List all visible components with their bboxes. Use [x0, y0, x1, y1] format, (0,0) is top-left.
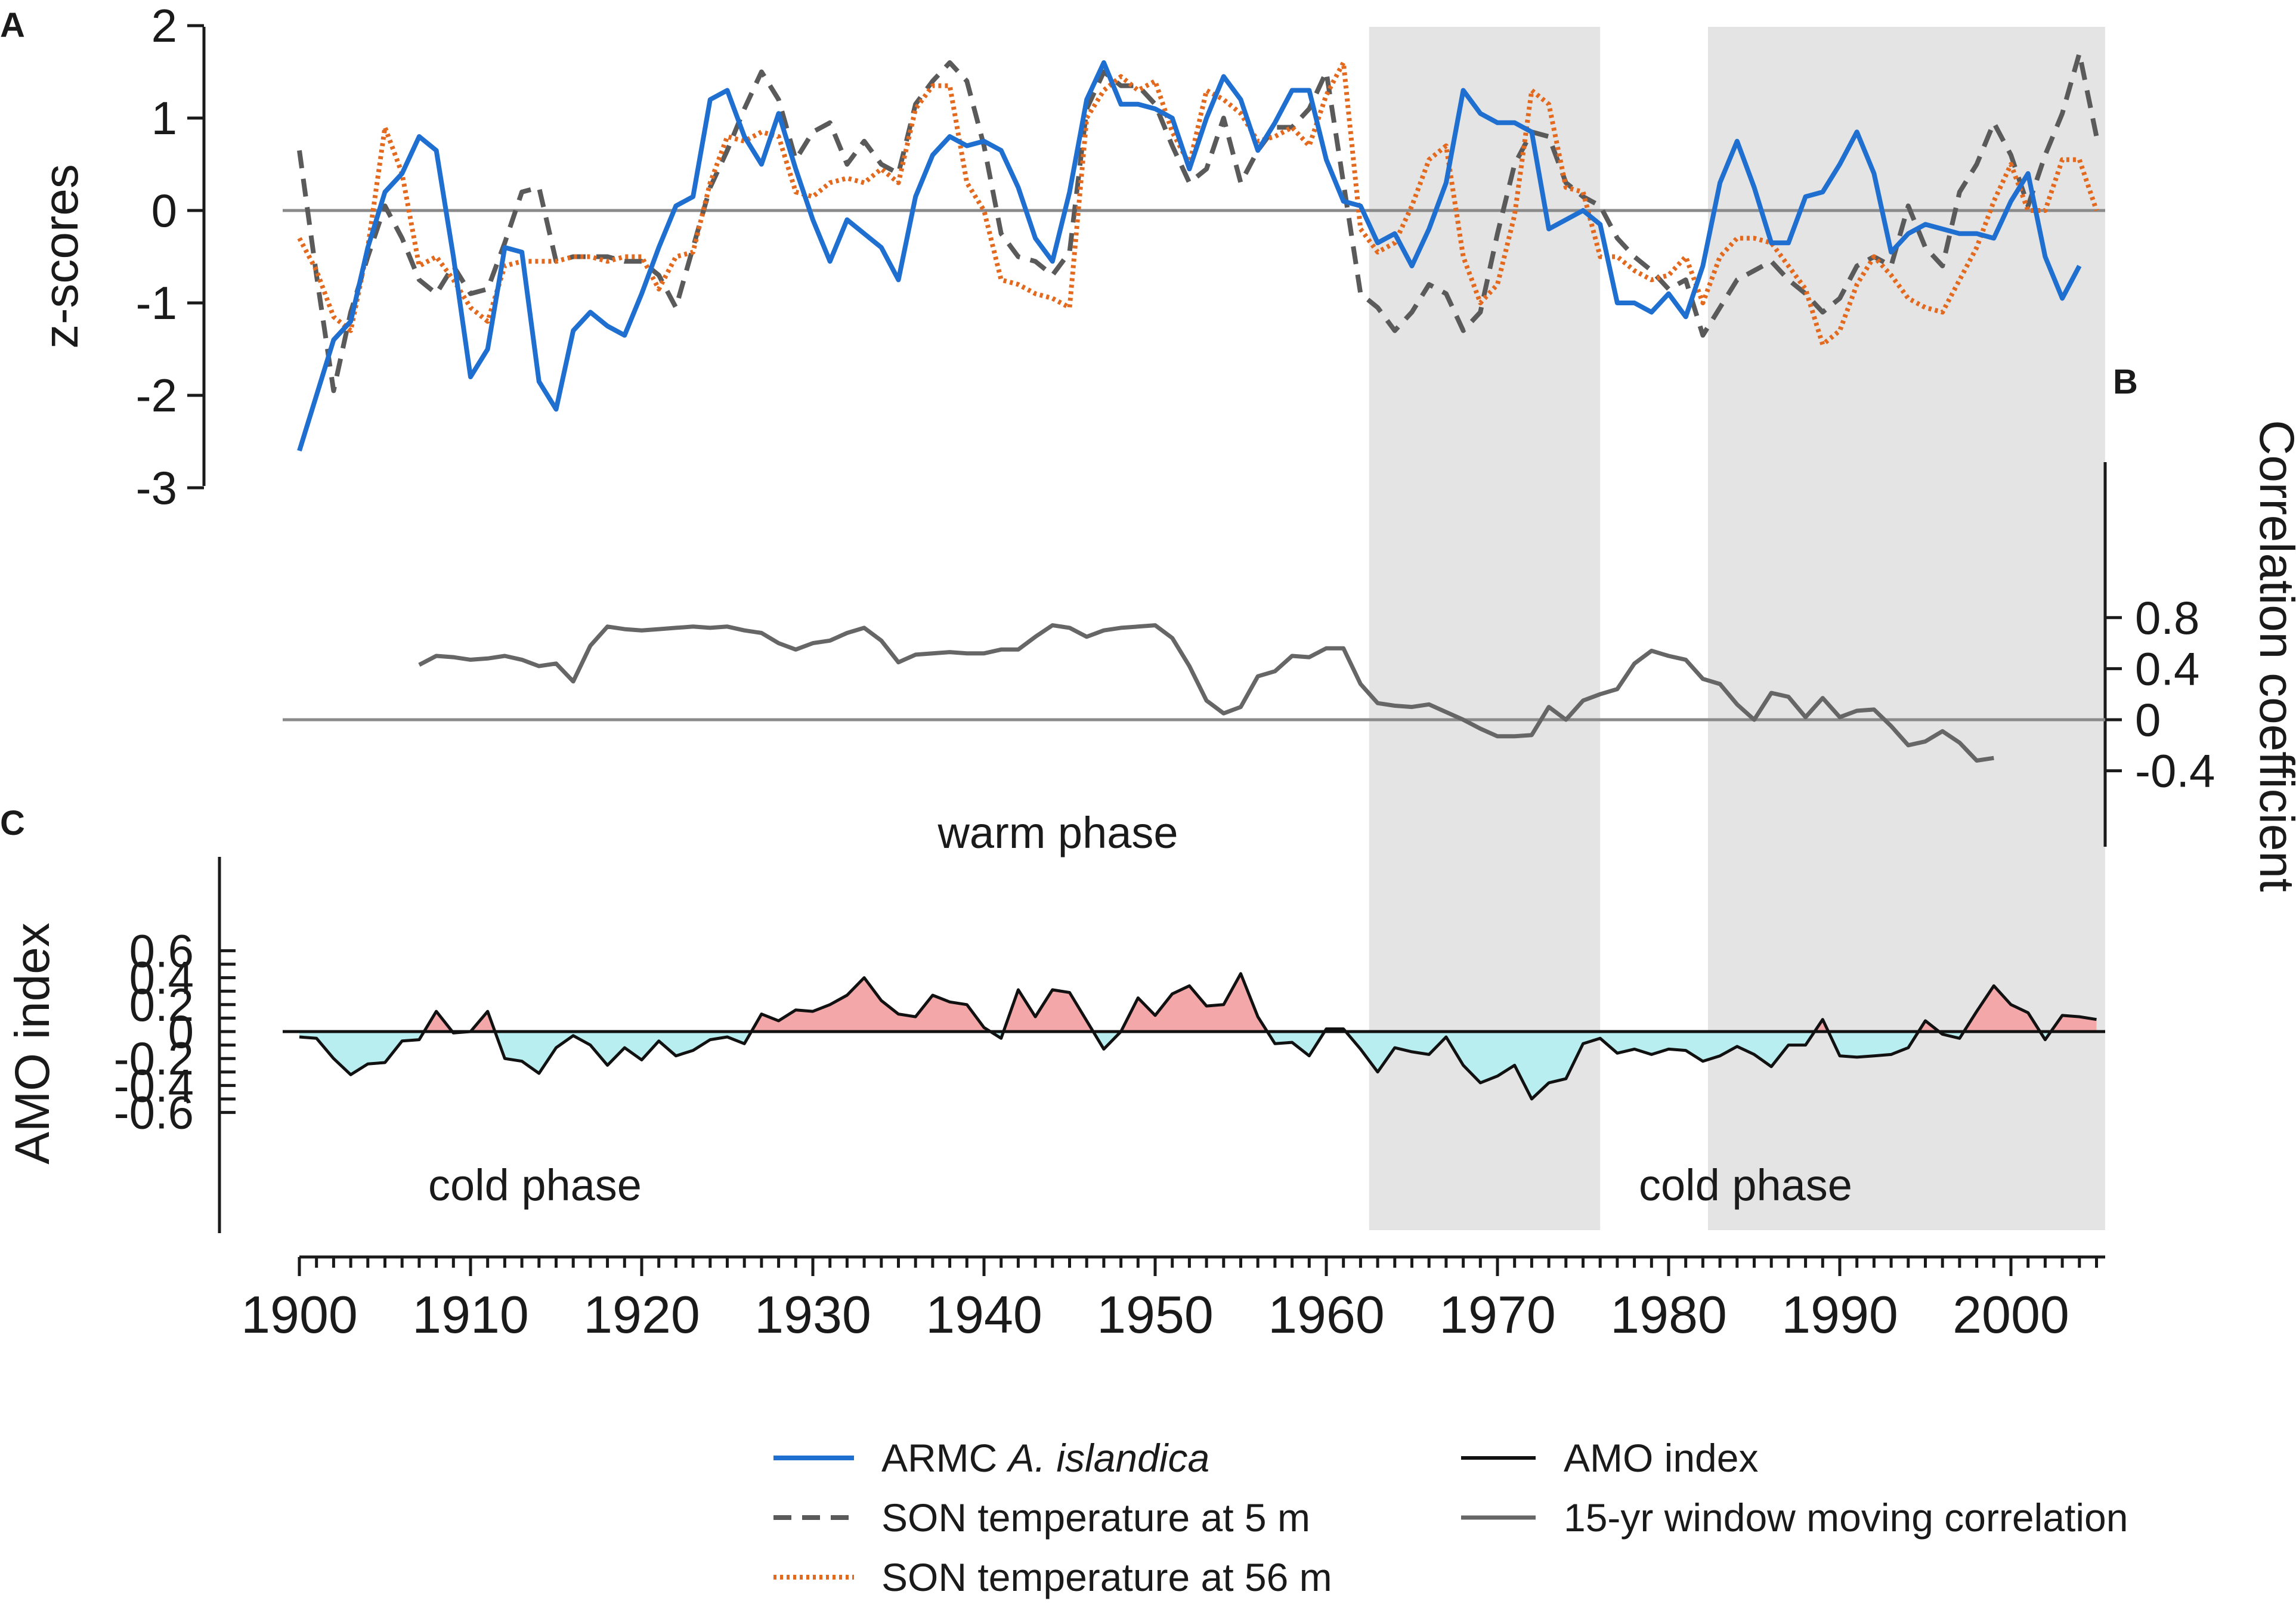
warm-fill-1 [424, 1011, 453, 1032]
x-tick-label-1980: 1980 [1610, 1285, 1727, 1344]
cold-fill-14 [1828, 1032, 1919, 1057]
legend-armc-species: A. islandica [1006, 1436, 1210, 1480]
amo-index-line [299, 972, 2097, 1101]
panel-c-y-axis: 0.60.40.20-0.2-0.4-0.6 [114, 857, 236, 1233]
warm-phase-label: warm phase [937, 808, 1178, 857]
legend-label-son5: SON temperature at 5 m [881, 1495, 1310, 1540]
shaded-period-1 [1369, 27, 1601, 1230]
moving-correlation-line [418, 623, 1994, 763]
panel-a-y-tick-label-4: -2 [136, 369, 177, 422]
x-tick-label-1990: 1990 [1781, 1285, 1898, 1344]
panel-a-y-tick-label-5: -3 [136, 462, 177, 514]
legend: ARMC A. islandica SON temperature at 5 m… [773, 1436, 2128, 1599]
cold-fill-8 [1093, 1032, 1121, 1049]
panel-a-y-tick-label-1: 1 [151, 92, 177, 144]
legend-armc-prefix: ARMC [881, 1436, 1008, 1480]
panel-c-y-tick-label-5: -0.4 [114, 1059, 194, 1111]
cold-fill-4 [495, 1032, 751, 1074]
warm-fill-17 [1964, 986, 2040, 1032]
x-tick-label-1920: 1920 [583, 1285, 700, 1344]
panel-c-y-tick-label-6: -0.6 [114, 1086, 194, 1139]
x-tick-label-1900: 1900 [241, 1285, 358, 1344]
panel-a-y-axis: 2 1 0 -1 -2 -3 [136, 0, 206, 514]
legend-label-son56: SON temperature at 56 m [881, 1555, 1332, 1599]
panel-b-y-tick-label-3: -0.4 [2135, 745, 2215, 797]
panel-a-y-tick-label-2: 0 [151, 184, 177, 237]
x-tick-label-1960: 1960 [1268, 1285, 1385, 1344]
panel-b-y-axis-label: Correlation coefficient [2249, 420, 2296, 892]
x-tick-label-1970: 1970 [1439, 1285, 1556, 1344]
son-56m-line [297, 60, 2099, 347]
x-tick-label-1910: 1910 [412, 1285, 529, 1344]
legend-label-corr: 15-yr window moving correlation [1564, 1495, 2128, 1540]
warm-fill-5 [751, 977, 991, 1032]
x-tick-label-1930: 1930 [754, 1285, 871, 1344]
legend-label-armc: ARMC A. islandica [881, 1436, 1209, 1480]
x-tick-label-1950: 1950 [1097, 1285, 1214, 1344]
warm-fill-7 [1003, 989, 1094, 1032]
panel-b-y-tick-label-1: 0.4 [2135, 642, 2199, 695]
panel-label-b: B [2113, 363, 2138, 401]
cold-fill-0 [299, 1032, 425, 1075]
panel-c-y-axis-label: AMO index [5, 922, 60, 1165]
panel-a-y-tick-label-3: -1 [136, 277, 177, 329]
panel-c-y-tick-label-3: 0 [168, 1005, 194, 1058]
legend-label-amo: AMO index [1564, 1436, 1758, 1480]
panel-label-c: C [0, 804, 25, 843]
panel-b-y-tick-label-2: 0 [2135, 693, 2161, 746]
panel-a-y-tick-label-0: 2 [151, 0, 177, 52]
panel-c-y-tick-label-4: -0.2 [114, 1032, 194, 1085]
panel-c-y-tick-label-2: 0.2 [129, 979, 194, 1031]
cold-fill-12 [1345, 1032, 1815, 1099]
cold-phase-label-2: cold phase [1639, 1160, 1852, 1210]
warm-fill-19 [2050, 1015, 2097, 1032]
panel-a-y-axis-label: z-scores [34, 164, 88, 349]
cold-phase-label-1: cold phase [428, 1160, 642, 1210]
x-tick-label-2000: 2000 [1952, 1285, 2069, 1344]
panel-c-y-tick-label-1: 0.4 [129, 952, 194, 1004]
son-5m-line [297, 51, 2099, 394]
warm-fill-9 [1121, 973, 1267, 1032]
panel-label-a: A [0, 6, 25, 45]
panel-c-y-tick-label-0: 0.6 [129, 924, 194, 977]
panel-b-y-tick-label-0: 0.8 [2135, 592, 2199, 644]
armc-line [297, 60, 2082, 452]
x-tick-label-1940: 1940 [926, 1285, 1042, 1344]
panel-b-y-axis: 0.80.40-0.4 [2103, 462, 2215, 847]
x-axis: 1900 1910 1920 1930 1940 1950 1960 1970 1980 1990… [241, 1255, 2105, 1344]
